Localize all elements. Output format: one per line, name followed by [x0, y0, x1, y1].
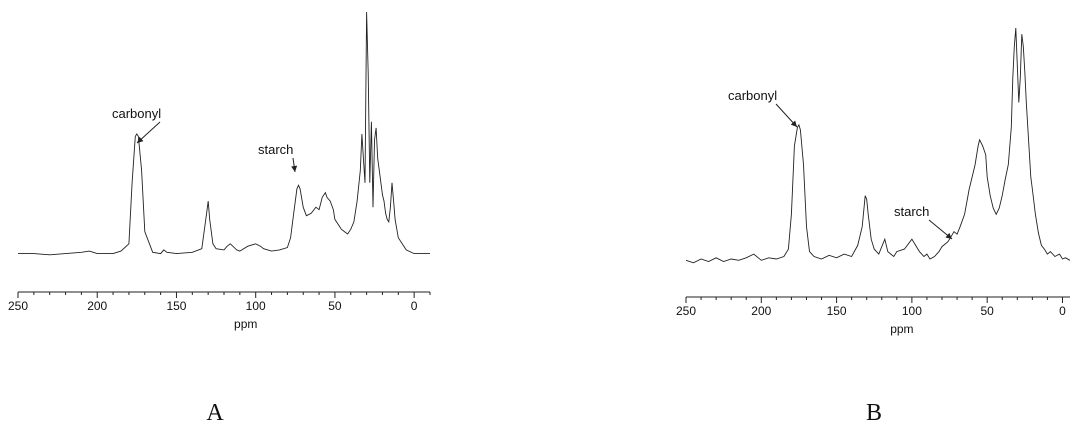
x-tick-label: 200 [751, 304, 771, 318]
x-tick-label: 100 [902, 304, 922, 318]
x-tick-label: 250 [8, 299, 28, 313]
x-tick-label: 0 [411, 299, 418, 313]
annotation-starch: starch [894, 204, 929, 219]
spectrum-line [18, 11, 430, 256]
annotation-arrowhead [790, 120, 797, 127]
x-tick-label: 50 [328, 299, 342, 313]
x-tick-label: 100 [246, 299, 266, 313]
x-tick-label: 200 [87, 299, 107, 313]
x-tick-label: 250 [676, 304, 696, 318]
x-axis-title: ppm [890, 322, 913, 336]
annotation-arrowhead [137, 136, 144, 143]
panel-label: A [206, 400, 224, 426]
spectrum-line [685, 27, 1070, 264]
annotation-arrowhead [945, 232, 952, 239]
annotation-arrowhead [291, 165, 298, 172]
x-tick-label: 150 [166, 299, 186, 313]
x-tick-label: 0 [1059, 304, 1066, 318]
panel-label: B [866, 400, 882, 426]
annotation-carbonyl: carbonyl [112, 106, 161, 121]
panel-b: 250 200 150 100 50 0 ppm carbonyl starch B [676, 27, 1070, 426]
x-axis-title: ppm [234, 317, 257, 331]
x-tick-label: 150 [827, 304, 847, 318]
x-tick-label: 50 [980, 304, 994, 318]
panel-a: 250 200 150 100 50 0 ppm carbonyl starch A [8, 11, 431, 426]
annotation-carbonyl: carbonyl [728, 88, 777, 103]
annotation-starch: starch [258, 142, 293, 157]
